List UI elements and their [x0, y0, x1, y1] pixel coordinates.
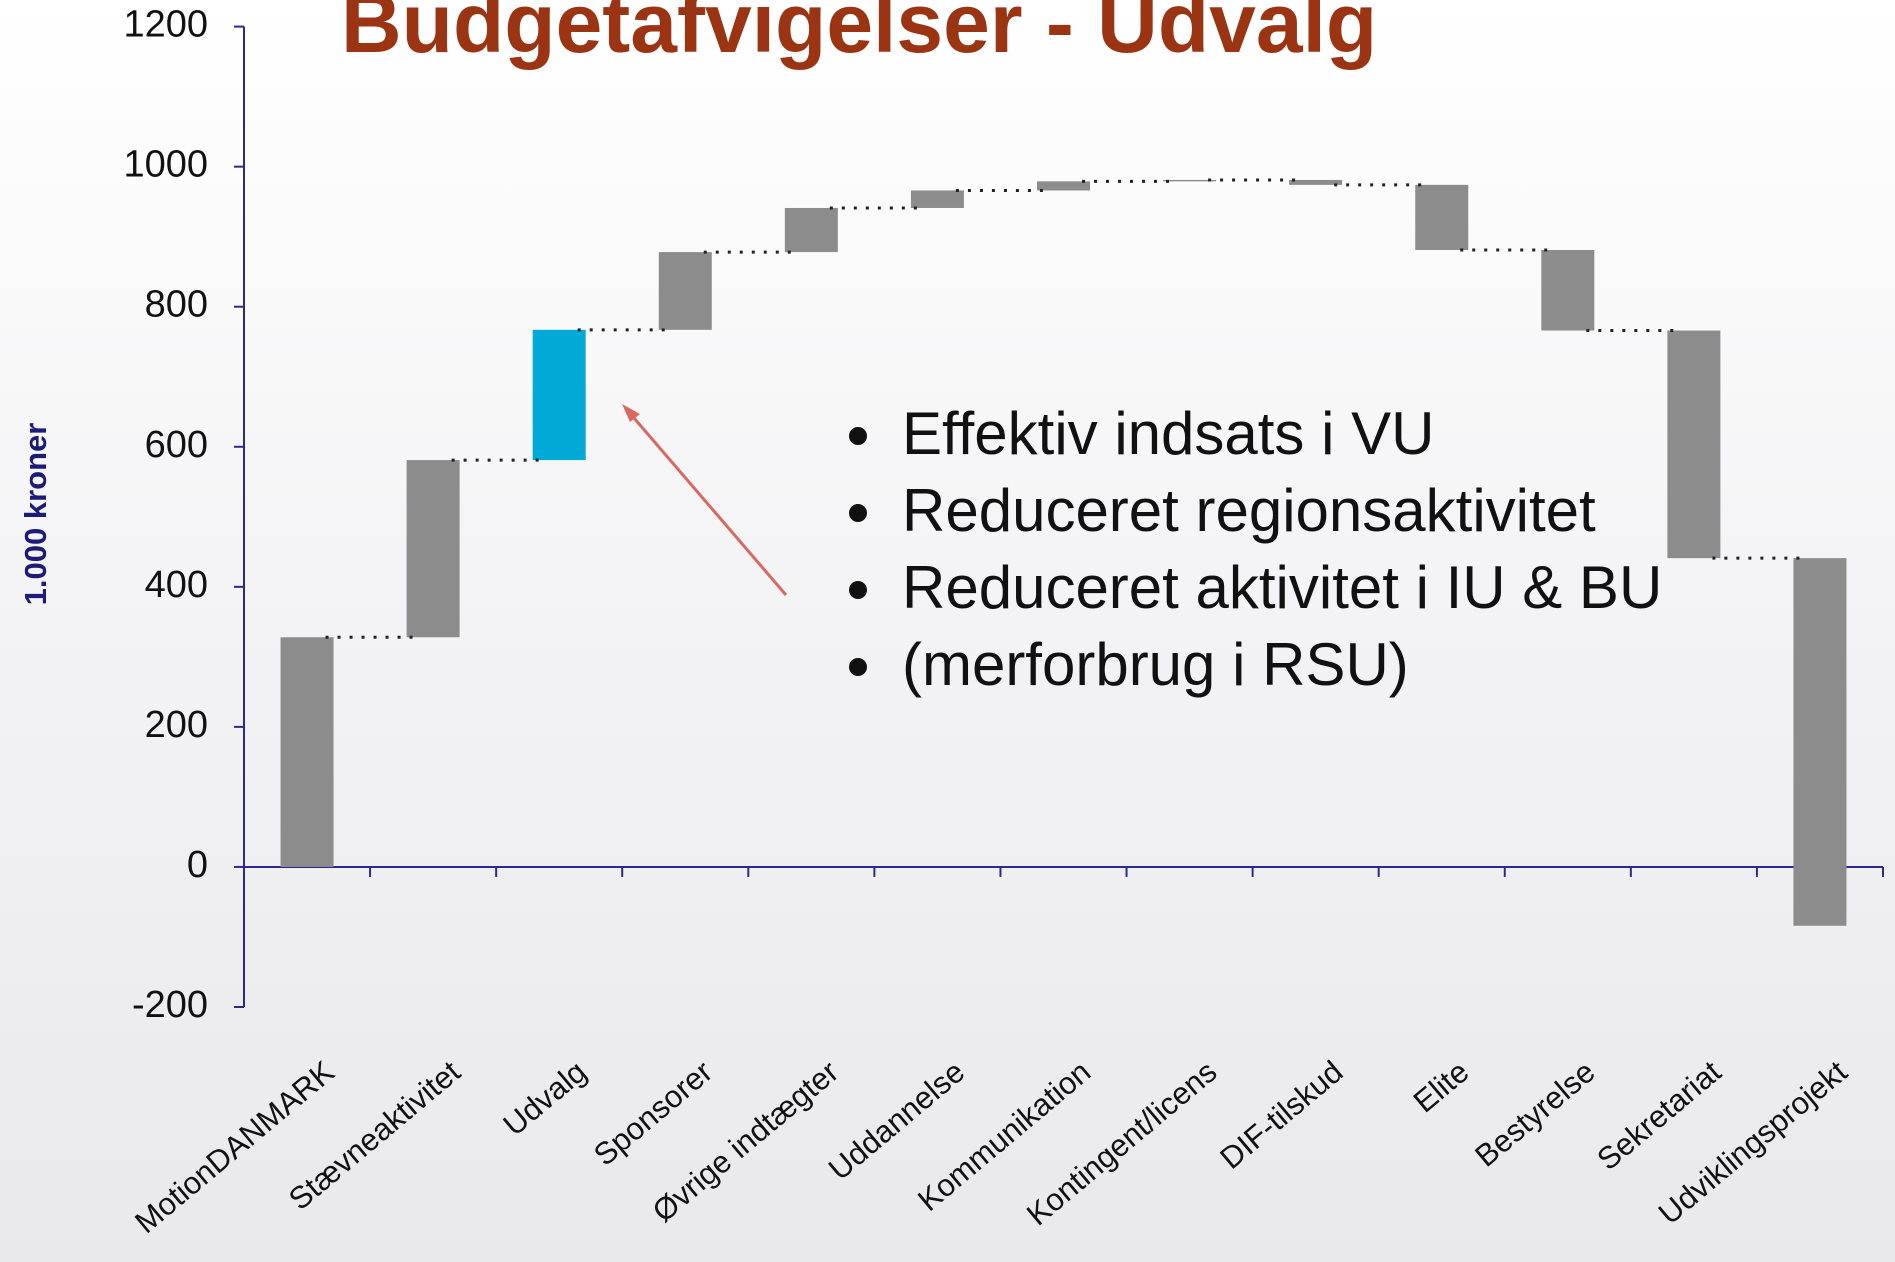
- bar: [1163, 179, 1217, 182]
- arrow-head: [622, 404, 640, 422]
- bar: [1037, 181, 1090, 191]
- annotation: Reduceret aktivitet i IU & BU: [892, 549, 1682, 626]
- y-axis-label: 1.000 kroner: [18, 423, 53, 606]
- x-tick-label: Udvalg: [497, 1054, 593, 1143]
- annotation-list: Effektiv indsats i VUReduceret regionsak…: [812, 395, 1682, 703]
- bar: [1541, 249, 1595, 331]
- bar: [784, 207, 838, 253]
- bar: [532, 329, 586, 461]
- bar: [1415, 184, 1469, 250]
- x-tick-label: DIF-tilskud: [1213, 1054, 1349, 1176]
- annotation: Reduceret regionsaktivitet: [892, 472, 1682, 549]
- x-tick-label: Elite: [1407, 1054, 1476, 1120]
- y-tick-label: -200: [132, 984, 208, 1026]
- bar: [658, 252, 712, 330]
- bar: [280, 637, 334, 867]
- arrow: [626, 410, 788, 596]
- bar: [1289, 179, 1343, 185]
- bar: [406, 460, 460, 638]
- annotation: (merforbrug i RSU): [892, 626, 1682, 703]
- x-tick-label: Sponsorer: [587, 1054, 719, 1173]
- bar: [1793, 558, 1847, 926]
- chart-title: Budgetafvigelser - Udvalg: [341, 0, 1377, 70]
- bar: [910, 190, 964, 208]
- y-tick-label: 600: [145, 424, 208, 466]
- x-tick-label: Bestyrelse: [1468, 1054, 1601, 1174]
- annotation: Effektiv indsats i VU: [892, 395, 1682, 472]
- y-tick-label: 400: [145, 564, 208, 606]
- y-tick-label: 200: [145, 704, 208, 746]
- y-tick-label: 800: [145, 284, 208, 326]
- bar: [1667, 330, 1721, 559]
- y-tick-label: 0: [187, 844, 208, 886]
- y-tick-label: 1000: [123, 144, 208, 186]
- y-tick-label: 1200: [123, 4, 208, 46]
